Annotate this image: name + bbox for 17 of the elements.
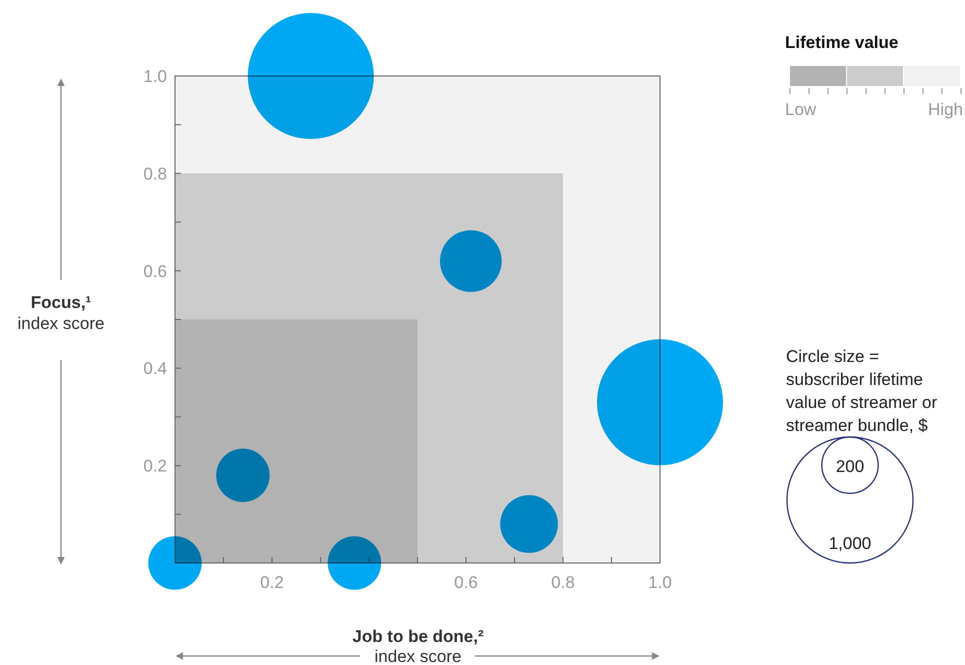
x-tick-label: 0.8: [551, 573, 575, 592]
y-tick-label: 0.6: [143, 262, 167, 281]
x-axis-title: Job to be done,² index score: [352, 627, 484, 665]
text: Low: [785, 100, 817, 119]
x-tick-label: 0.2: [260, 573, 284, 592]
legend-title: Lifetime value: [785, 33, 898, 52]
x-tick-label: 0.6: [454, 573, 478, 592]
y-tick-label: 0.4: [143, 359, 167, 378]
legend-label: 200: [836, 457, 864, 476]
y-tick-label: 0.8: [143, 164, 167, 184]
y-tick-label: 0.2: [143, 456, 167, 476]
y-tick-label: 1.0: [143, 66, 167, 86]
text: High: [928, 100, 963, 119]
text: Circle size = subscriber lifetime value of streamer or streamer bundle, $: [786, 347, 938, 435]
x-tick-label: 1.0: [648, 573, 672, 592]
y-axis-title: Focus,¹ index score: [18, 293, 104, 333]
legend-label: 1,000: [828, 534, 872, 553]
